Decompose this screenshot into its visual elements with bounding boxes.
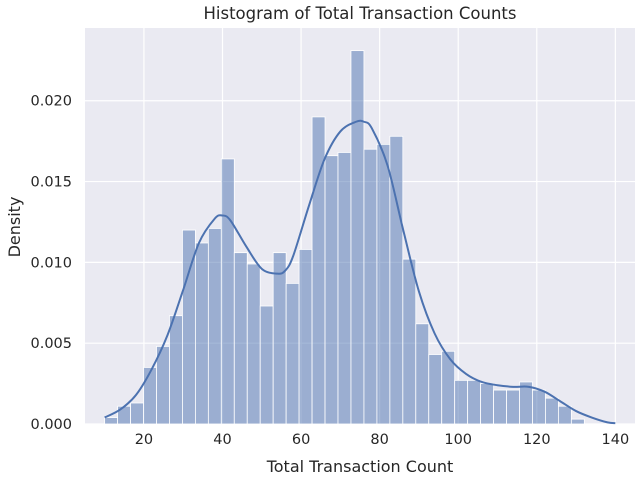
y-tick-label: 0.015 xyxy=(30,175,72,191)
histogram-bar xyxy=(402,258,417,425)
histogram-bar xyxy=(272,252,287,425)
histogram-bar xyxy=(545,397,559,425)
y-tick-label: 0.005 xyxy=(30,336,72,352)
histogram-bar xyxy=(169,315,183,425)
histogram-bar xyxy=(259,305,274,425)
histogram-bar xyxy=(506,389,520,425)
x-axis-label: Total Transaction Count xyxy=(266,457,454,476)
histogram-bar xyxy=(207,228,222,425)
x-tick-label: 140 xyxy=(602,432,630,448)
y-tick-label: 0.020 xyxy=(30,94,72,110)
histogram-bar xyxy=(143,367,157,425)
histogram-bar xyxy=(493,389,507,425)
histogram-bar xyxy=(194,242,209,425)
histogram-bar xyxy=(428,354,443,425)
x-tick-label: 40 xyxy=(213,432,231,448)
histogram-bars xyxy=(104,50,585,425)
histogram-bar xyxy=(415,323,430,425)
histogram-bar xyxy=(104,417,119,425)
histogram-bar xyxy=(350,50,365,425)
y-tick-label: 0.000 xyxy=(30,417,72,433)
histogram-bar xyxy=(363,148,378,425)
histogram-bar xyxy=(454,379,469,425)
x-axis-ticks: 20 40 60 80 100 120 140 xyxy=(135,432,629,448)
histogram-bar xyxy=(285,282,300,425)
histogram-bar xyxy=(480,383,494,425)
histogram-bar xyxy=(532,389,546,425)
y-axis-ticks: 0.000 0.005 0.010 0.015 0.020 xyxy=(30,94,72,433)
y-tick-label: 0.010 xyxy=(30,255,72,271)
histogram-bar xyxy=(233,252,248,425)
histogram-bar xyxy=(519,381,533,425)
x-tick-label: 20 xyxy=(135,432,153,448)
chart-title: Histogram of Total Transaction Counts xyxy=(203,4,516,23)
histogram-bar xyxy=(337,152,352,425)
histogram-bar xyxy=(467,379,482,425)
x-tick-label: 60 xyxy=(292,432,310,448)
histogram-bar xyxy=(130,402,144,425)
x-tick-label: 80 xyxy=(370,432,388,448)
x-tick-label: 100 xyxy=(444,432,472,448)
histogram-bar xyxy=(324,155,339,425)
histogram-bar xyxy=(220,158,235,425)
histogram-bar xyxy=(298,249,313,425)
histogram-bar xyxy=(557,405,572,425)
histogram-bar xyxy=(570,418,585,425)
histogram-bar xyxy=(376,143,391,425)
kde-line xyxy=(104,119,616,425)
x-tick-label: 120 xyxy=(523,432,551,448)
histogram-bar xyxy=(246,263,261,425)
y-axis-label: Density xyxy=(5,197,24,258)
